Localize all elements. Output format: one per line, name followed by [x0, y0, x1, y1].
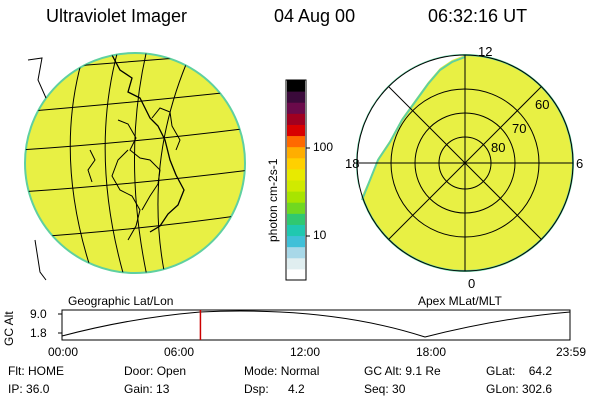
timeline-y-tick-9: 9.0: [30, 307, 47, 321]
door-label: Door:: [124, 364, 154, 378]
apex-panel-label: Apex MLat/MLT: [418, 294, 502, 308]
colorbar-segment: [287, 213, 305, 225]
dsp-label: Dsp:: [244, 382, 269, 396]
ip-value: 36.0: [26, 382, 50, 396]
colorbar-tick-label-10: 10: [313, 228, 327, 242]
colorbar-segment: [287, 113, 305, 125]
timeline-x-tick-1200: 12:00: [290, 345, 321, 359]
colorbar-unit-label: photon cm-2s-1: [266, 158, 280, 242]
coastline-edge: [27, 57, 47, 99]
glat-label: GLat:: [486, 364, 516, 378]
timeline-x-tick-1800: 18:00: [416, 345, 447, 359]
colorbar-segment: [287, 124, 305, 137]
colorbar-tick-label-100: 100: [313, 140, 334, 154]
gcalt-label: GC Alt:: [364, 364, 403, 378]
gain-label: Gain:: [124, 382, 153, 396]
flt-label: Flt:: [8, 364, 25, 378]
apex-polar-panel: [356, 54, 574, 272]
glat-status: GLat: 64.2: [486, 364, 552, 378]
colorbar-segment: [287, 91, 305, 103]
colorbar-segment: [287, 102, 305, 114]
flt-value: HOME: [28, 364, 65, 378]
glon-status: GLon: 302.6: [486, 382, 552, 396]
timeline-x-tick-0600: 06:00: [164, 345, 195, 359]
altitude-timeline: [58, 309, 571, 341]
timeline-x-tick-2359: 23:59: [556, 345, 587, 359]
colorbar-segment: [287, 202, 305, 214]
no-data-region: [357, 55, 465, 200]
colorbar-segment: [287, 246, 305, 259]
image-boundary: [361, 56, 466, 201]
mode-label: Mode:: [244, 364, 278, 378]
seq-label: Seq:: [364, 382, 389, 396]
gain-value: 13: [156, 382, 170, 396]
mlat-label-80: 80: [491, 140, 506, 155]
colorbar-segment: [287, 191, 305, 203]
mlt-label-0: 0: [468, 276, 476, 291]
polar-grid: [356, 54, 574, 272]
colorbar: [285, 79, 310, 281]
mlt-label-12: 12: [478, 44, 493, 59]
timeline-y-tick-1-8: 1.8: [30, 326, 47, 340]
mode-value: Normal: [280, 364, 320, 378]
timeline-x-tick-0000: 00:00: [48, 345, 79, 359]
colorbar-segment: [287, 180, 305, 192]
ip-label: IP:: [8, 382, 23, 396]
colorbar-segment: [287, 80, 305, 92]
altitude-curve: [61, 310, 571, 338]
gcalt-status: GC Alt: 9.1 Re: [364, 364, 441, 378]
timeline-axis-label: GC Alt: [2, 311, 16, 346]
colorbar-segment: [287, 224, 305, 237]
mlt-label-18: 18: [345, 156, 360, 171]
seq-status: Seq: 30: [364, 382, 405, 396]
colorbar-segment: [287, 257, 305, 270]
mlat-label-70: 70: [512, 121, 527, 136]
gcalt-value: 9.1 Re: [405, 364, 441, 378]
time-label: 06:32:16 UT: [428, 6, 528, 26]
instrument-title: Ultraviolet Imager: [46, 6, 188, 26]
colorbar-segment: [287, 268, 305, 281]
mlt-label-6: 6: [576, 156, 584, 171]
geographic-panel-label: Geographic Lat/Lon: [68, 294, 174, 308]
flight-status: Flt: HOME: [8, 364, 64, 378]
dsp-status: Dsp: 4.2: [244, 382, 305, 396]
door-status: Door: Open: [124, 364, 186, 378]
colorbar-segment: [287, 146, 305, 159]
colorbar-frame: [285, 79, 307, 281]
glat-value: 64.2: [528, 364, 553, 378]
mode-status: Mode: Normal: [244, 364, 319, 378]
geographic-globe-disk: [24, 52, 246, 274]
date-label: 04 Aug 00: [274, 6, 356, 26]
seq-value: 30: [392, 382, 406, 396]
mlat-label-60: 60: [535, 97, 550, 112]
door-value: Open: [156, 364, 187, 378]
colorbar-segment: [287, 168, 305, 181]
glon-value: 302.6: [522, 382, 553, 396]
gain-status: Gain: 13: [124, 382, 169, 396]
coastline-edge: [34, 239, 47, 281]
colorbar-segment: [287, 235, 305, 248]
glon-label: GLon:: [486, 382, 519, 396]
colorbar-segment: [287, 157, 305, 170]
dsp-value: 4.2: [288, 382, 305, 396]
geographic-globe-panel: [24, 52, 246, 281]
colorbar-segment: [287, 135, 305, 148]
ip-status: IP: 36.0: [8, 382, 49, 396]
